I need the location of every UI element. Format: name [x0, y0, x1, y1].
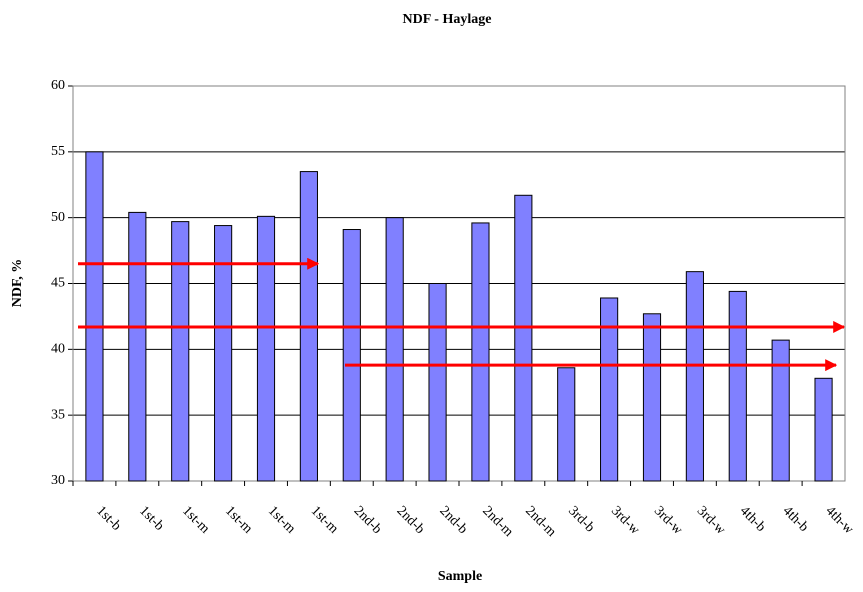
bar — [171, 221, 190, 482]
x-tick-label: 2nd-m — [522, 503, 559, 540]
x-tick-label: 4th-b — [780, 503, 812, 535]
bar — [814, 377, 833, 482]
y-tick-label: 50 — [51, 210, 65, 225]
x-tick-label: 1st-m — [265, 503, 298, 536]
bar — [428, 283, 447, 482]
bar — [128, 211, 147, 482]
y-axis-label: NDF, % — [10, 259, 25, 308]
bar — [514, 194, 533, 482]
x-tick-label: 2nd-b — [436, 503, 470, 537]
x-tick-label: 1st-b — [93, 503, 123, 533]
bar — [642, 313, 662, 482]
x-tick-label: 2nd-b — [351, 503, 385, 537]
bar — [771, 339, 790, 482]
bar — [256, 215, 276, 482]
x-tick-label: 3rd-w — [694, 503, 729, 538]
y-tick-label: 45 — [51, 276, 65, 291]
bar — [471, 222, 490, 482]
x-tick-label: 2nd-b — [394, 503, 428, 537]
bar — [385, 217, 404, 482]
y-tick-label: 60 — [51, 78, 65, 93]
x-tick-label: 1st-m — [222, 503, 255, 536]
y-tick-label: 35 — [51, 407, 65, 422]
x-tick-label: 1st-b — [136, 503, 166, 533]
x-tick-label: 3rd-b — [565, 503, 597, 535]
x-tick-label: 4th-b — [737, 503, 769, 535]
bar — [600, 297, 619, 482]
x-tick-label: 4th-w — [822, 503, 856, 537]
bar — [685, 271, 704, 482]
bar — [728, 290, 747, 482]
x-tick-label: 3rd-w — [651, 503, 686, 538]
y-tick-label: 30 — [51, 473, 65, 488]
bar — [85, 151, 104, 482]
y-tick-label: 40 — [51, 342, 65, 357]
x-tick-label: 1st-m — [179, 503, 212, 536]
bar — [557, 367, 576, 482]
chart-title: NDF - Haylage — [403, 12, 492, 27]
bar — [214, 225, 233, 482]
x-tick-label: 1st-m — [308, 503, 341, 536]
x-axis-label: Sample — [438, 569, 482, 584]
x-tick-label: 3rd-w — [608, 503, 643, 538]
y-tick-label: 55 — [51, 144, 65, 159]
x-tick-label: 2nd-m — [479, 503, 516, 540]
bar — [342, 229, 361, 482]
